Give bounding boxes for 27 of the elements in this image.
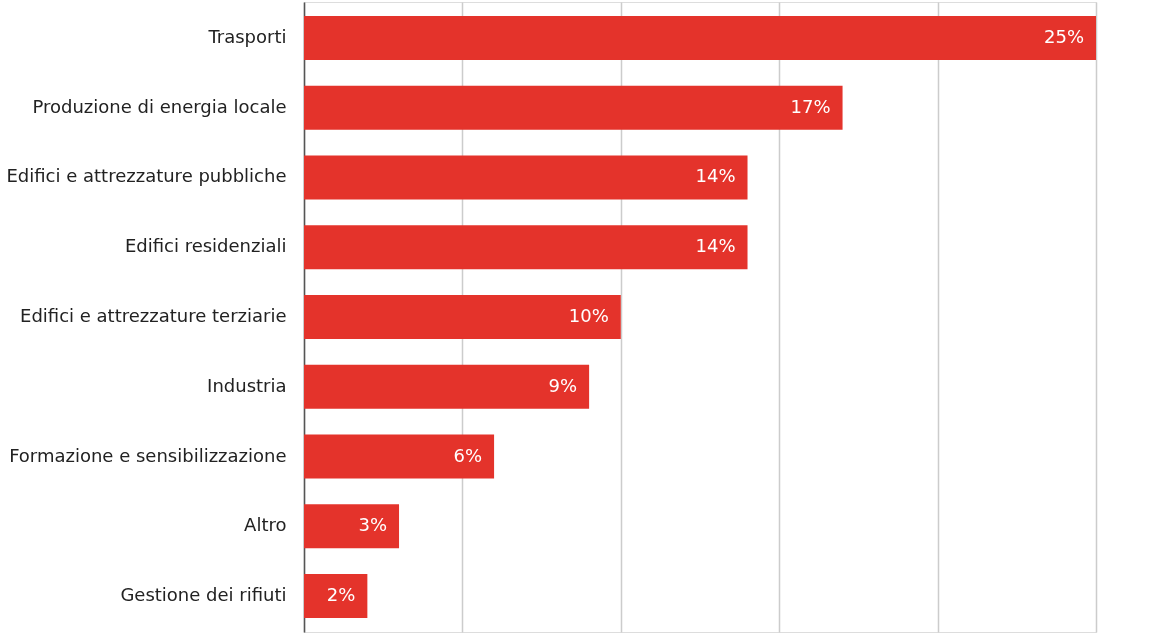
y-tick-label: Formazione e sensibilizzazione <box>9 444 287 466</box>
data-label: 3% <box>358 514 388 536</box>
data-label: 14% <box>695 165 736 187</box>
bar <box>304 225 748 270</box>
bar <box>304 574 368 619</box>
y-tick-label: Edifici residenziali <box>124 235 287 257</box>
data-label: 25% <box>1043 25 1084 47</box>
y-tick-label: Industria <box>207 374 287 396</box>
data-label: 6% <box>453 444 483 466</box>
bar <box>304 155 748 200</box>
y-tick-label: Altro <box>244 514 287 536</box>
data-label: 2% <box>326 584 356 606</box>
data-label: 17% <box>790 95 831 117</box>
y-tick-label: Edifici e attrezzature terziarie <box>20 305 287 326</box>
data-label: 10% <box>568 305 609 326</box>
bar <box>304 295 621 339</box>
bar <box>304 85 843 130</box>
bar <box>304 15 1096 60</box>
data-label: 9% <box>548 374 578 396</box>
y-tick-label: Gestione dei rifiuti <box>120 584 287 606</box>
data-label: 14% <box>695 235 736 257</box>
y-tick-label: Trasporti <box>207 25 287 47</box>
y-tick-label: Produzione di energia locale <box>32 95 287 117</box>
bar <box>304 364 590 409</box>
bar <box>304 434 495 479</box>
y-tick-label: Edifici e attrezzature pubbliche <box>6 165 287 187</box>
bar <box>304 504 400 549</box>
